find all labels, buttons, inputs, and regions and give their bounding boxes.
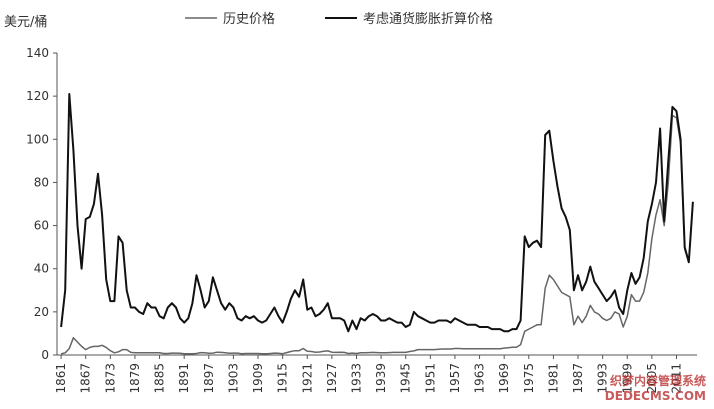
x-tick-label: 1891	[177, 363, 191, 394]
y-tick-label: 80	[34, 175, 49, 189]
watermark: 织梦内容管理系统	[610, 373, 706, 388]
x-tick-label: 1873	[103, 363, 117, 394]
y-tick-label: 20	[34, 305, 49, 319]
x-tick-label: 1933	[349, 363, 363, 394]
x-tick-label: 1951	[423, 363, 437, 394]
x-tick-label: 1975	[522, 363, 536, 394]
x-tick-label: 1987	[571, 363, 585, 394]
x-tick-label: 1945	[399, 363, 413, 394]
x-tick-label: 1915	[276, 363, 290, 394]
x-tick-label: 1921	[300, 363, 314, 394]
y-tick-label: 140	[26, 46, 49, 60]
x-tick-label: 1993	[596, 363, 610, 394]
series-line	[60, 114, 694, 355]
legend-label: 考虑通货膨胀折算价格	[363, 11, 493, 27]
x-tick-label: 1903	[226, 363, 240, 394]
x-tick-label: 2011	[669, 363, 683, 394]
x-tick-label: 1969	[497, 363, 511, 394]
y-tick-label: 40	[34, 262, 49, 276]
x-tick-label: 2005	[645, 363, 659, 394]
x-tick-label: 1927	[325, 363, 339, 394]
y-tick-label: 100	[26, 132, 49, 146]
x-tick-label: 1957	[448, 363, 462, 394]
y-tick-label: 120	[26, 89, 49, 103]
x-tick-label: 1981	[546, 363, 560, 394]
x-tick-label: 1861	[54, 363, 68, 394]
x-tick-label: 1879	[128, 363, 142, 394]
x-tick-label: 1963	[473, 363, 487, 394]
y-axis-label: 美元/桶	[4, 15, 47, 30]
x-tick-label: 1909	[251, 363, 265, 394]
x-tick-label: 1939	[374, 363, 388, 394]
x-tick-label: 1867	[79, 363, 93, 394]
y-tick-label: 0	[41, 348, 49, 362]
x-tick-label: 1999	[620, 363, 634, 394]
x-tick-label: 1885	[153, 363, 167, 394]
y-tick-label: 60	[34, 219, 49, 233]
series-line	[60, 93, 694, 333]
legend-label: 历史价格	[223, 11, 275, 27]
watermark: DEDECMS.COM	[605, 389, 706, 403]
x-tick-label: 1897	[202, 363, 216, 394]
